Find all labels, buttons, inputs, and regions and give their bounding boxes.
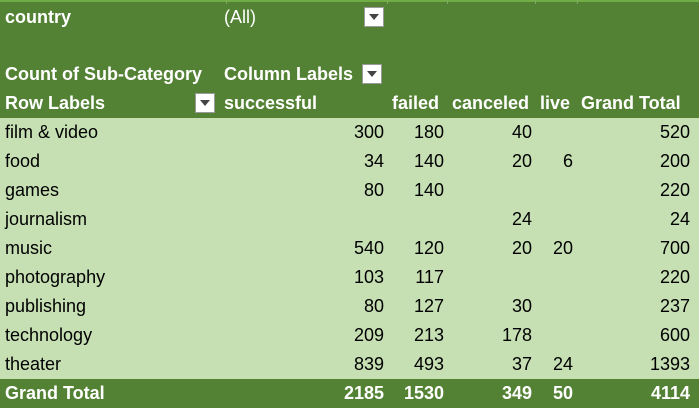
table-row[interactable]: photography 103 117 220 [0, 263, 699, 292]
cell-canceled[interactable]: 20 [511, 238, 532, 258]
cell-live[interactable] [535, 321, 573, 350]
cell-failed[interactable] [387, 205, 444, 234]
cell-canceled[interactable] [447, 263, 532, 292]
cell-live[interactable]: 20 [552, 238, 573, 258]
chevron-down-icon [367, 71, 377, 77]
cell-canceled[interactable]: 30 [511, 296, 532, 316]
row-label: photography [5, 267, 106, 287]
cell-successful[interactable]: 34 [363, 151, 384, 171]
row-label: technology [5, 325, 93, 345]
row-label: journalism [5, 209, 88, 229]
filter-value: (All) [224, 7, 256, 27]
grid-tick [577, 0, 578, 4]
cell-canceled[interactable]: 178 [501, 325, 532, 345]
cell-total[interactable]: 220 [659, 267, 690, 287]
table-row[interactable]: games 80 140 220 [0, 176, 699, 205]
cell-live[interactable] [535, 205, 573, 234]
col-header-grand-total: Grand Total [581, 93, 681, 113]
row-labels-header: Row Labels [5, 93, 106, 113]
cell-successful[interactable]: 103 [353, 267, 384, 287]
cell-failed[interactable]: 493 [413, 354, 444, 374]
sheet-top-border [0, 0, 699, 2]
col-header-canceled: canceled [452, 93, 530, 113]
row-label: games [5, 180, 60, 200]
cell-canceled[interactable]: 37 [511, 354, 532, 374]
cell-canceled[interactable]: 24 [511, 209, 532, 229]
cell-failed[interactable]: 140 [413, 151, 444, 171]
filter-field-label: country [5, 7, 72, 27]
cell-failed[interactable]: 117 [415, 267, 444, 287]
grid-tick [226, 0, 227, 4]
column-labels-header: Column Labels [224, 64, 354, 84]
cell-failed[interactable]: 180 [413, 122, 444, 142]
chevron-down-icon [369, 14, 379, 20]
row-label: music [5, 238, 53, 258]
row-label: publishing [5, 296, 87, 316]
row-label: food [5, 151, 41, 171]
cell-failed[interactable]: 213 [413, 325, 444, 345]
row-label: theater [5, 354, 62, 374]
cell-successful[interactable]: 540 [353, 238, 384, 258]
cell-successful[interactable]: 839 [353, 354, 384, 374]
table-row[interactable]: journalism 24 24 [0, 205, 699, 234]
cell-total[interactable]: 520 [659, 122, 690, 142]
table-row[interactable]: film & video 300 180 40 520 [0, 118, 699, 147]
cell-successful[interactable] [224, 205, 384, 234]
cell-successful[interactable]: 80 [363, 296, 384, 316]
cell-live[interactable]: 24 [552, 354, 573, 374]
grand-total-successful[interactable]: 2185 [343, 383, 384, 403]
grand-total-total[interactable]: 4114 [650, 383, 690, 403]
row-label: film & video [5, 122, 99, 142]
cell-live[interactable] [535, 263, 573, 292]
cell-successful[interactable]: 209 [353, 325, 384, 345]
col-header-live: live [540, 93, 571, 113]
cell-live[interactable] [535, 118, 573, 147]
cell-failed[interactable]: 127 [413, 296, 444, 316]
cell-successful[interactable]: 300 [353, 122, 384, 142]
cell-total[interactable]: 1393 [649, 354, 690, 374]
cell-total[interactable]: 600 [659, 325, 690, 345]
cell-total[interactable]: 237 [659, 296, 690, 316]
cell-total[interactable]: 220 [659, 180, 690, 200]
grid-tick [447, 0, 448, 4]
filter-dropdown-button[interactable] [364, 7, 384, 27]
cell-live[interactable] [535, 292, 573, 321]
cell-canceled[interactable] [447, 176, 532, 205]
cell-live[interactable] [535, 176, 573, 205]
measure-label: Count of Sub-Category [5, 64, 202, 84]
table-row[interactable]: publishing 80 127 30 237 [0, 292, 699, 321]
table-row[interactable]: technology 209 213 178 600 [0, 321, 699, 350]
cell-failed[interactable]: 140 [413, 180, 444, 200]
chevron-down-icon [200, 100, 210, 106]
table-row[interactable]: theater 839 493 37 24 1393 [0, 350, 699, 379]
cell-live[interactable]: 6 [562, 151, 573, 171]
cell-canceled[interactable]: 20 [511, 151, 532, 171]
cell-total[interactable]: 200 [659, 151, 690, 171]
column-labels-dropdown-button[interactable] [362, 64, 382, 84]
cell-successful[interactable]: 80 [363, 180, 384, 200]
cell-total[interactable]: 700 [659, 238, 690, 258]
grand-total-label: Grand Total [5, 383, 105, 403]
grand-total-row[interactable]: Grand Total 2185 1530 349 50 4114 [0, 379, 699, 408]
grand-total-failed[interactable]: 1530 [403, 383, 444, 403]
row-labels-dropdown-button[interactable] [195, 93, 215, 113]
table-row[interactable]: music 540 120 20 20 700 [0, 234, 699, 263]
col-header-successful: successful [224, 93, 318, 113]
col-header-failed: failed [392, 93, 440, 113]
cell-failed[interactable]: 120 [413, 238, 444, 258]
cell-total[interactable]: 24 [669, 209, 690, 229]
grid-tick [535, 0, 536, 4]
cell-canceled[interactable]: 40 [511, 122, 532, 142]
grand-total-canceled[interactable]: 349 [501, 383, 532, 403]
table-row[interactable]: food 34 140 20 6 200 [0, 147, 699, 176]
grand-total-live[interactable]: 50 [552, 383, 573, 403]
grid-tick [387, 0, 388, 4]
